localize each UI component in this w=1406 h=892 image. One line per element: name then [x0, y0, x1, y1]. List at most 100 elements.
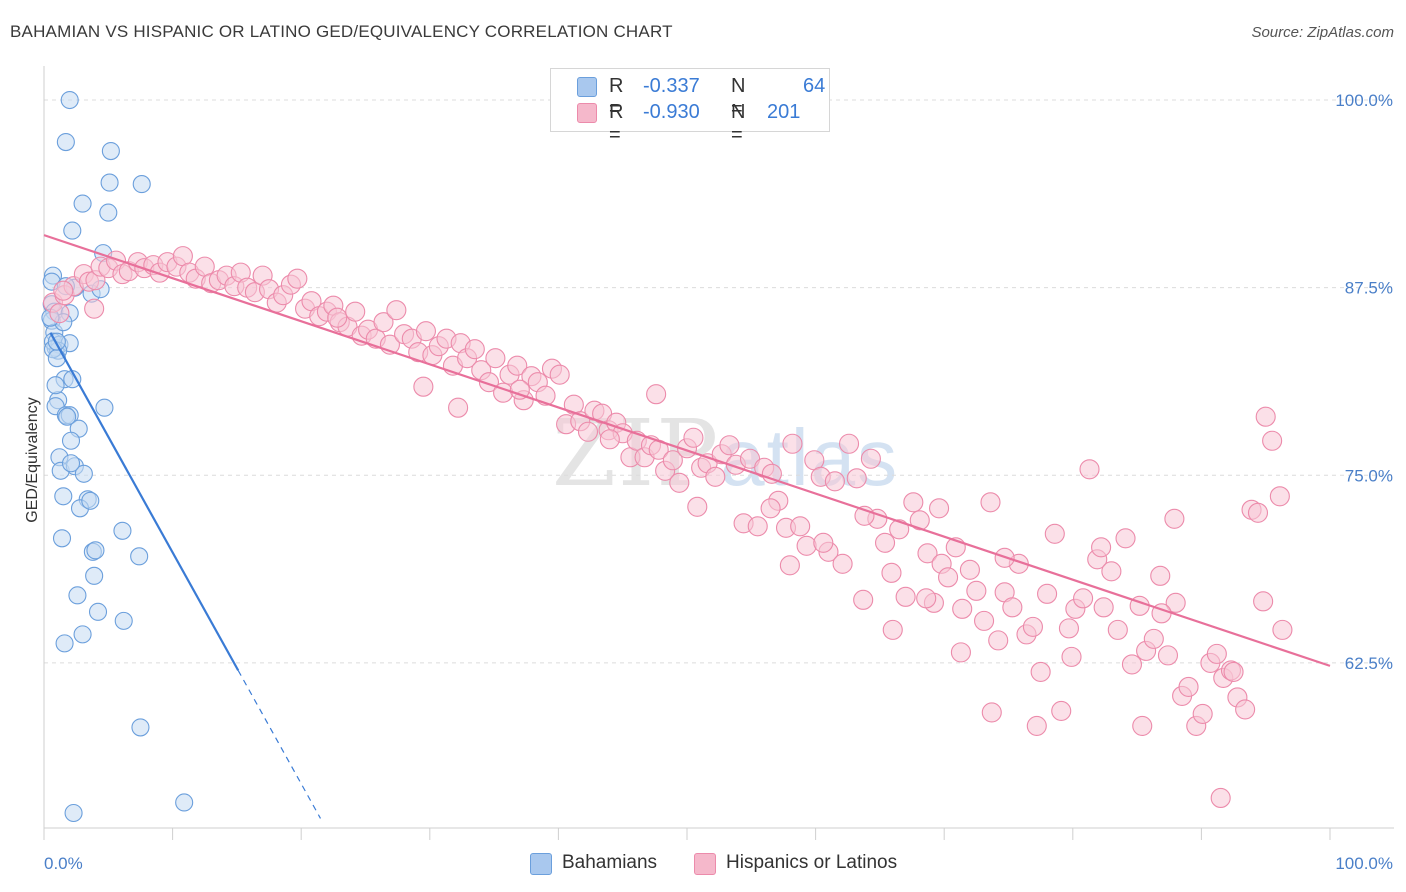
data-point [646, 384, 667, 405]
data-point [85, 566, 104, 585]
legend-r-label: R = [609, 75, 624, 120]
data-point [669, 472, 690, 493]
data-point [327, 307, 348, 328]
data-point [64, 803, 83, 823]
data-point [903, 492, 924, 513]
data-point [131, 718, 150, 737]
data-point [1002, 597, 1023, 618]
data-point [113, 521, 132, 540]
data-point [448, 397, 469, 418]
chart-title: BAHAMIAN VS HISPANIC OR LATINO GED/EQUIV… [10, 22, 673, 41]
data-point [1026, 715, 1047, 736]
data-point [1255, 406, 1276, 427]
data-point [824, 471, 845, 492]
data-point [58, 407, 77, 426]
data-point [132, 175, 151, 194]
source-label: Source: ZipAtlas.com [1251, 24, 1394, 41]
legend-r-value: -0.337 [643, 75, 700, 97]
data-point [1101, 561, 1122, 582]
data-point [55, 634, 74, 653]
data-point [56, 132, 75, 152]
legend-r-label: R = [609, 101, 624, 146]
data-point [175, 793, 194, 812]
data-point [413, 376, 434, 397]
data-point [95, 398, 114, 417]
data-point [981, 702, 1002, 723]
data-point [1061, 646, 1082, 667]
data-point [478, 372, 500, 393]
legend-n-label: N = [731, 101, 746, 146]
data-point [345, 301, 366, 322]
data-point [1037, 583, 1058, 604]
data-point [705, 466, 726, 487]
legend-n-value: 201 [767, 101, 801, 123]
data-point [739, 448, 761, 469]
data-point [61, 431, 81, 450]
data-point [1164, 508, 1185, 529]
data-point [485, 348, 506, 369]
data-point [938, 567, 959, 588]
data-point [99, 203, 118, 222]
data-point [46, 376, 65, 395]
y-tick-label: 87.5% [1345, 279, 1393, 298]
data-point [860, 448, 881, 469]
data-point [52, 529, 72, 548]
data-point [47, 349, 66, 368]
data-point [1093, 597, 1114, 618]
legend-swatch-hispanics [577, 103, 597, 123]
data-point [415, 321, 436, 342]
data-point [846, 468, 867, 489]
data-point [917, 543, 938, 564]
data-point [509, 379, 530, 400]
data-point [1022, 616, 1043, 637]
data-point [60, 90, 79, 110]
data-point [1272, 619, 1293, 640]
data-point [796, 535, 817, 556]
data-point [73, 194, 92, 213]
data-point [577, 421, 599, 442]
data-point [61, 454, 81, 473]
data-point [1107, 619, 1128, 640]
data-point [86, 541, 105, 560]
data-point [974, 610, 995, 631]
data-point [101, 142, 120, 161]
data-point [84, 298, 105, 319]
data-point [73, 625, 92, 644]
data-point [1143, 628, 1164, 649]
data-point [909, 510, 930, 531]
x-tick-label: 100.0% [1335, 854, 1393, 873]
series-bahamians [41, 90, 194, 823]
data-point [130, 547, 149, 566]
data-point [1058, 618, 1079, 639]
data-point [929, 498, 950, 519]
axis-labels: 62.5% 75.0% 87.5% 100.0% 0.0% 100.0% GED/Equiv… [24, 91, 1393, 873]
data-point [1079, 459, 1100, 480]
axes [43, 66, 1394, 840]
data-point [782, 433, 803, 454]
legend-label-hispanics: Hispanics or Latinos [726, 852, 898, 873]
data-point [959, 559, 980, 580]
data-point [952, 598, 973, 619]
correlation-legend: R = -0.337 N = 64 R = -0.930 N = 201 [550, 68, 830, 146]
data-point [507, 355, 528, 376]
data-point [1044, 523, 1065, 544]
data-point [1121, 654, 1143, 675]
data-point [1247, 502, 1269, 523]
y-tick-label: 62.5% [1345, 654, 1393, 673]
data-point [1269, 486, 1290, 507]
data-point [386, 300, 407, 321]
data-point [747, 516, 768, 537]
trend-line-bahamians [49, 332, 240, 671]
data-point [950, 642, 971, 663]
data-point [114, 611, 133, 630]
data-point [683, 427, 704, 448]
data-point [1235, 699, 1256, 720]
data-point [100, 173, 119, 192]
legend-n-value: 64 [803, 75, 826, 97]
data-point [719, 435, 740, 456]
data-point [287, 268, 308, 289]
data-point [1253, 591, 1274, 612]
data-point [761, 463, 782, 484]
legend-swatch-hispanics [694, 853, 716, 875]
